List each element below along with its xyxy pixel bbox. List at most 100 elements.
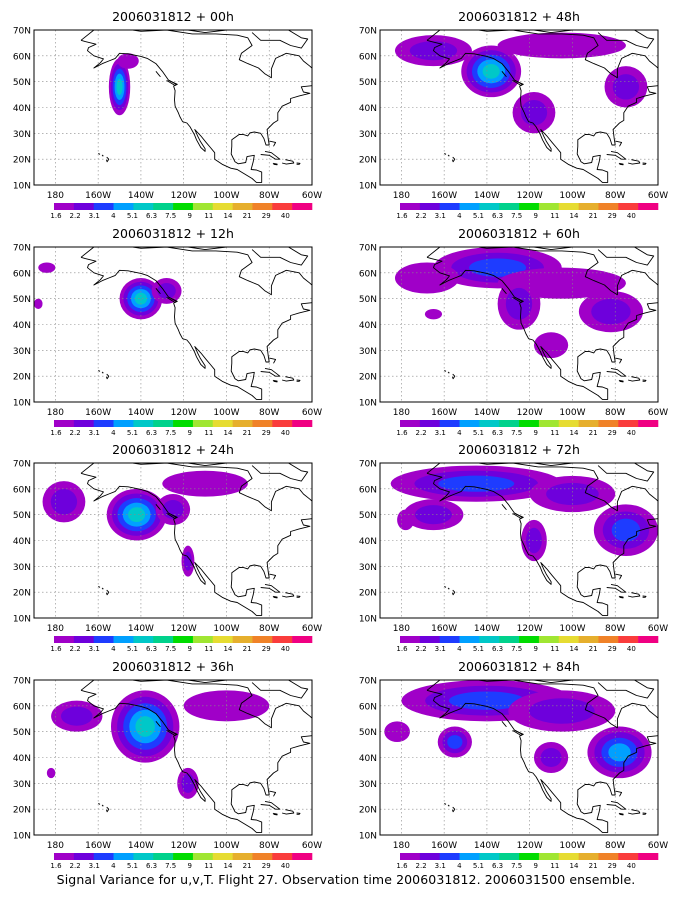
colorbar-label: 21 [589,862,598,870]
colorbar-label: 29 [608,212,617,220]
panel-title: 2006031812 + 60h [458,226,580,241]
lon-tick-label: 80W [605,408,625,418]
lon-tick-label: 60W [648,408,668,418]
variance-shading [108,53,139,116]
colorbar-label: 4 [111,429,116,437]
colorbar-label: 11 [550,429,559,437]
colorbar-label: 3.1 [89,645,100,653]
colorbar-swatch [519,853,540,860]
colorbar-swatch [479,203,500,210]
lon-tick-label: 120W [517,841,543,851]
colorbar-label: 5.1 [127,645,138,653]
coastline [426,680,658,833]
colorbar-swatch [232,636,253,643]
colorbar-label: 2.2 [70,212,81,220]
lon-tick-label: 120W [171,841,197,851]
coastline [80,680,312,833]
colorbar-label: 3.1 [89,862,100,870]
colorbar-swatch [419,420,440,427]
colorbar-swatch [133,853,154,860]
lat-tick-label: 60N [13,52,31,62]
colorbar-swatch [173,420,194,427]
colorbar-label: 4 [457,645,462,653]
colorbar-label: 1.6 [50,645,62,653]
colorbar-swatch [173,636,194,643]
colorbar-label: 2.2 [70,862,81,870]
colorbar-swatch [272,420,293,427]
colorbar-label: 14 [224,212,233,220]
colorbar-swatch [419,853,440,860]
colorbar-label: 3.1 [89,212,100,220]
colorbar-swatch [598,636,619,643]
colorbar-label: 21 [243,429,252,437]
lat-tick-label: 50N [13,511,31,521]
colorbar-swatch [54,853,75,860]
colorbar-swatch [578,420,599,427]
colorbar-swatch [400,203,421,210]
lon-tick-label: 180 [393,408,410,418]
panel-title: 2006031812 + 84h [458,659,580,674]
colorbar-label: 29 [608,862,617,870]
lat-tick-label: 70N [13,677,31,687]
lon-tick-label: 80W [605,624,625,634]
colorbar-swatch [459,203,480,210]
colorbar-swatch [113,420,134,427]
colorbar-label: 6.3 [492,645,503,653]
colorbar-label: 7.5 [165,212,176,220]
colorbar-swatch [54,636,75,643]
colorbar-swatch [538,636,560,643]
colorbar-swatch [113,203,134,210]
lat-tick-label: 50N [13,728,31,738]
forecast-panel: 2006031812 + 84h 70N 60N 50N 40N 30N 20N 10N 180… [359,659,668,870]
lon-tick-label: 100W [213,841,239,851]
colorbar-swatch [232,420,253,427]
forecast-panel: 2006031812 + 12h 70N 60N 50N 40N 30N 20N 10N 180… [13,226,322,437]
forecast-panel: 2006031812 + 60h 70N 60N 50N 40N 30N 20N 10N 180… [359,226,668,437]
lat-tick-label: 70N [359,244,377,254]
colorbar-label: 29 [608,429,617,437]
colorbar-swatch [93,636,114,643]
colorbar-label: 21 [589,212,598,220]
colorbar-label: 9 [534,429,538,437]
colorbar-label: 4 [457,429,462,437]
colorbar-swatch [598,420,619,427]
colorbar-label: 7.5 [511,212,522,220]
colorbar-label: 2.2 [416,862,427,870]
colorbar: 1.6 2.2 3.1 4 5.1 6.3 7.5 9 11 14 21 29 40 [396,853,659,870]
colorbar-swatch [439,636,460,643]
lon-tick-label: 80W [259,191,279,201]
coastline [80,463,312,616]
lat-tick-label: 30N [13,563,31,573]
colorbar-label: 9 [534,862,538,870]
lat-tick-label: 40N [13,321,31,331]
lat-tick-label: 10N [13,182,31,192]
colorbar-label: 4 [111,645,116,653]
colorbar-label: 40 [281,645,290,653]
colorbar-swatch [439,203,460,210]
colorbar: 1.6 2.2 3.1 4 5.1 6.3 7.5 9 11 14 21 29 40 [396,203,659,220]
lon-tick-label: 160W [85,408,111,418]
lat-tick-label: 20N [359,589,377,599]
variance-shading [34,262,182,320]
colorbar-label: 14 [570,645,579,653]
lat-tick-label: 10N [13,399,31,409]
colorbar-label: 2.2 [416,212,427,220]
colorbar-label: 29 [262,645,271,653]
colorbar-swatch [93,203,114,210]
colorbar-swatch [519,420,540,427]
colorbar-swatch [113,636,134,643]
colorbar-swatch [173,853,194,860]
lon-tick-label: 60W [302,624,322,634]
lon-tick-label: 60W [302,841,322,851]
colorbar-swatch [252,420,273,427]
lat-tick-label: 50N [359,511,377,521]
lat-tick-label: 10N [13,615,31,625]
colorbar-swatch [192,636,214,643]
lat-tick-label: 70N [359,460,377,470]
colorbar-label: 29 [262,862,271,870]
colorbar-label: 40 [627,212,636,220]
lat-tick-label: 60N [359,269,377,279]
colorbar: 1.6 2.2 3.1 4 5.1 6.3 7.5 9 11 14 21 29 40 [50,853,313,870]
lat-tick-label: 40N [359,754,377,764]
variance-shading [394,247,644,359]
